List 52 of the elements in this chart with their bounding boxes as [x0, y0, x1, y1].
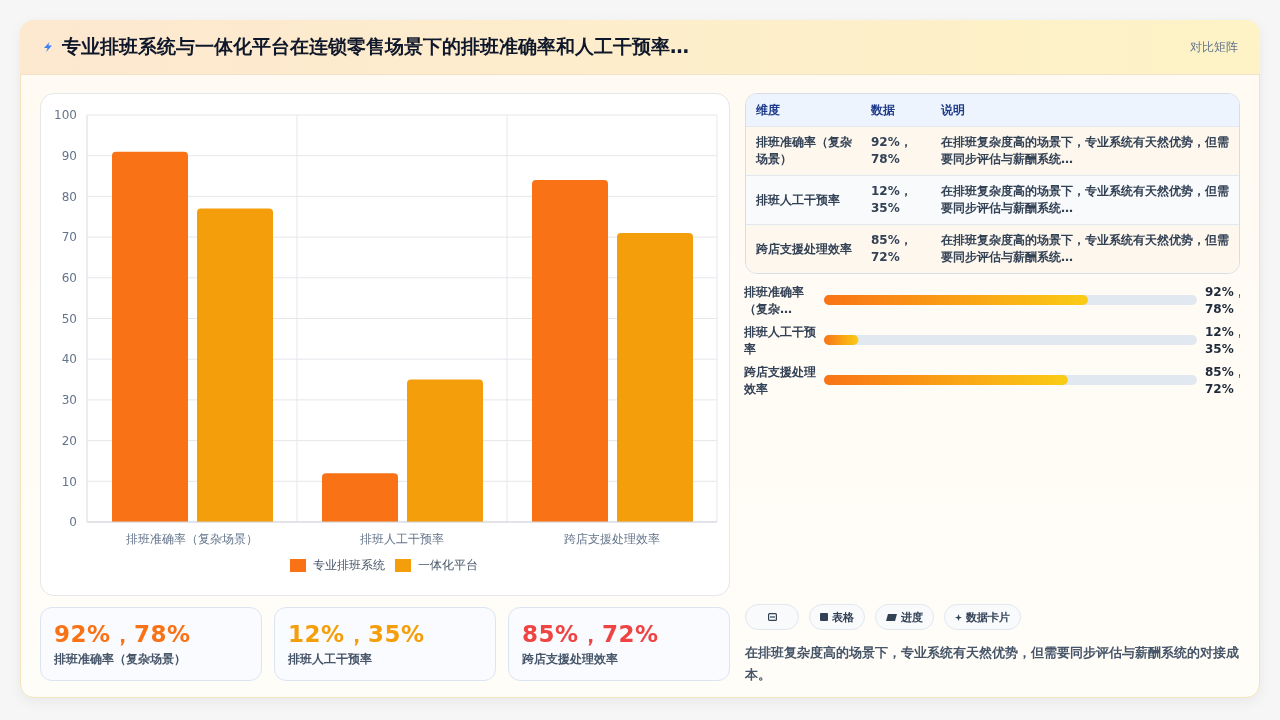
text: 85%，72% — [871, 233, 912, 264]
data-label: 85%，72% — [1205, 364, 1246, 396]
y-tick-label: 跨店支援处理效率 — [743, 364, 816, 396]
x-tick-label: 排班准确率（复杂场景） — [126, 531, 258, 546]
y-tick-label: 排班准确率（复杂… — [743, 284, 804, 316]
text: 85%，72% — [522, 621, 659, 647]
text: 92%，78% — [871, 135, 912, 166]
text: 在排班复杂度高的场景下，专业系统有天然优势，但需要同步评估与薪酬系统… — [941, 184, 1229, 215]
y-tick-label: 90 — [61, 148, 77, 163]
text: 专业排班系统与一体化平台在连锁零售场景下的排班准确率和人工干预率… — [62, 35, 689, 57]
bar — [112, 151, 188, 522]
legend-label: 专业排班系统 — [312, 556, 385, 574]
y-tick-label: 70 — [61, 230, 77, 245]
y-tick-label: 0 — [69, 515, 77, 530]
text: 92%，78% — [54, 621, 191, 647]
text: 排班人工干预率 — [756, 192, 840, 207]
text: 排班准确率（复杂场景） — [54, 652, 186, 666]
category-label: 表格 — [832, 609, 854, 625]
text: 说明 — [941, 102, 965, 117]
x-tick-label: 跨店支援处理效率 — [564, 531, 660, 546]
y-tick-label: 100 — [54, 108, 77, 123]
y-tick-label: 排班人工干预率 — [743, 324, 817, 356]
data-label: 92%，78% — [1205, 284, 1246, 316]
category-label: 进度 — [901, 609, 923, 625]
y-tick-label: 40 — [61, 352, 77, 367]
text: 排班人工干预率 — [288, 652, 372, 666]
text: 对比矩阵 — [1190, 39, 1238, 54]
y-tick-label: 80 — [61, 189, 77, 204]
y-tick-label: 20 — [61, 433, 77, 448]
text: 在排班复杂度高的场景下，专业系统有天然优势，但需要同步评估与薪酬系统的对接成本。 — [745, 645, 1239, 682]
bar — [617, 233, 693, 522]
y-tick-label: 50 — [61, 311, 77, 326]
text: 12%，35% — [871, 184, 912, 215]
y-tick-label: 30 — [61, 393, 77, 408]
x-tick-label: 排班人工干预率 — [360, 531, 444, 546]
category-label: 数据卡片 — [966, 609, 1010, 625]
data-label: 12%，35% — [1205, 324, 1246, 356]
text: 数据 — [871, 102, 895, 117]
bar — [407, 379, 483, 522]
y-tick-label: 10 — [61, 474, 77, 489]
y-tick-label: 60 — [61, 271, 77, 286]
text: 跨店支援处理效率 — [522, 652, 618, 666]
text: 在排班复杂度高的场景下，专业系统有天然优势，但需要同步评估与薪酬系统… — [941, 233, 1229, 264]
legend-label: 一体化平台 — [417, 556, 478, 574]
bar — [532, 180, 608, 522]
text: 排班准确率（复杂场景） — [756, 135, 852, 166]
text: 跨店支援处理效率 — [756, 241, 852, 256]
text: 12%，35% — [288, 621, 425, 647]
bar — [322, 473, 398, 522]
bar — [197, 208, 273, 522]
text: 维度 — [756, 102, 780, 117]
text: 在排班复杂度高的场景下，专业系统有天然优势，但需要同步评估与薪酬系统… — [941, 135, 1229, 166]
